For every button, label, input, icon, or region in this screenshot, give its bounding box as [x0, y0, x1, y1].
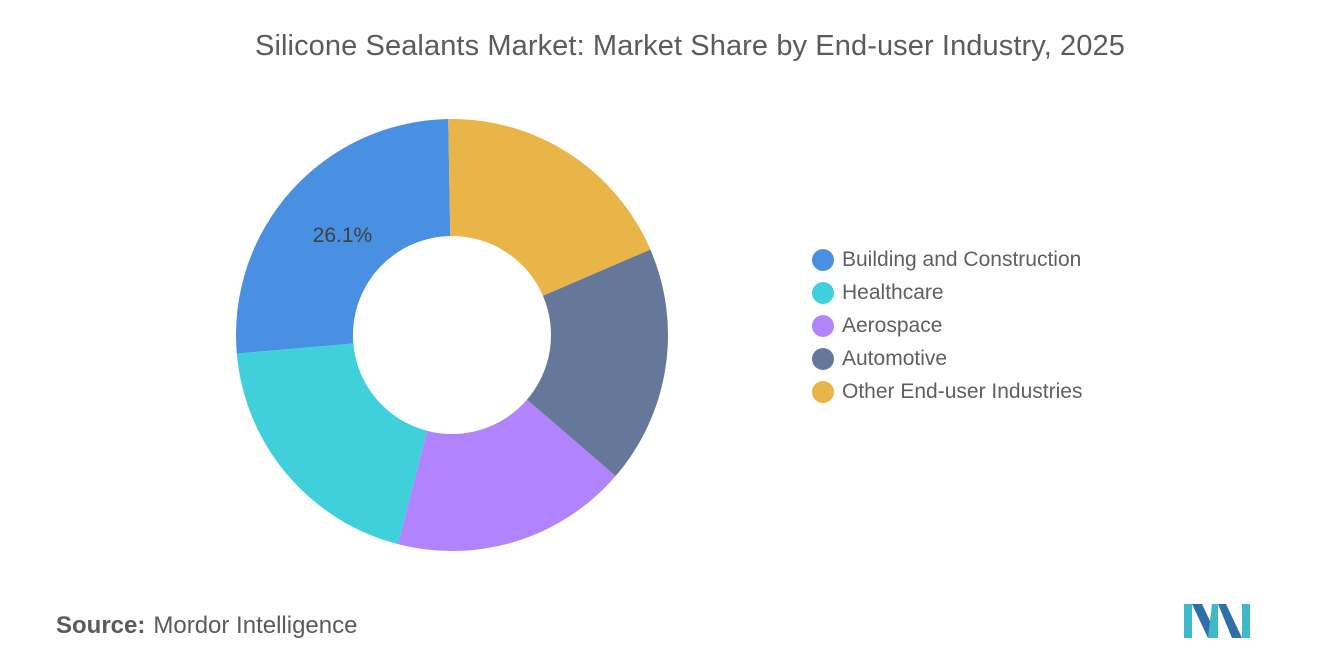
legend-swatch [812, 314, 834, 337]
donut-data-labels: 26.1% [313, 224, 373, 247]
slice-automotive [526, 249, 669, 477]
donut-slices [236, 119, 669, 551]
source-note: Source: Mordor Intelligence [56, 612, 357, 640]
legend-swatch [812, 380, 834, 403]
chart-title: Silicone Sealants Market: Market Share b… [255, 30, 1125, 62]
legend-item: Other End-user Industries [812, 375, 1082, 408]
slice-aerospace [397, 399, 616, 551]
legend-label: Automotive [842, 346, 948, 370]
data-label-0: 26.1% [313, 224, 373, 247]
legend-item: Aerospace [812, 310, 1082, 343]
legend-label: Building and Construction [842, 248, 1082, 272]
source-label: Source: [56, 612, 146, 639]
source-value: Mordor Intelligence [153, 612, 358, 639]
legend-item: Healthcare [812, 277, 1082, 310]
legend-swatch [812, 282, 834, 305]
legend-swatch [812, 347, 834, 370]
legend-label: Healthcare [842, 281, 944, 305]
legend-swatch [812, 249, 834, 272]
slice-healthcare [236, 343, 428, 545]
slice-building-and-construction [236, 119, 451, 354]
legend-item: Automotive [812, 342, 1082, 375]
legend-label: Aerospace [842, 313, 943, 337]
slice-other-end-user-industries [448, 119, 651, 296]
legend-label: Other End-user Industries [842, 379, 1083, 403]
legend-item: Building and Construction [812, 244, 1082, 277]
chart-legend: Building and Construction Healthcare Aeros… [812, 244, 1082, 408]
mordor-intelligence-logo-icon [1184, 604, 1250, 643]
